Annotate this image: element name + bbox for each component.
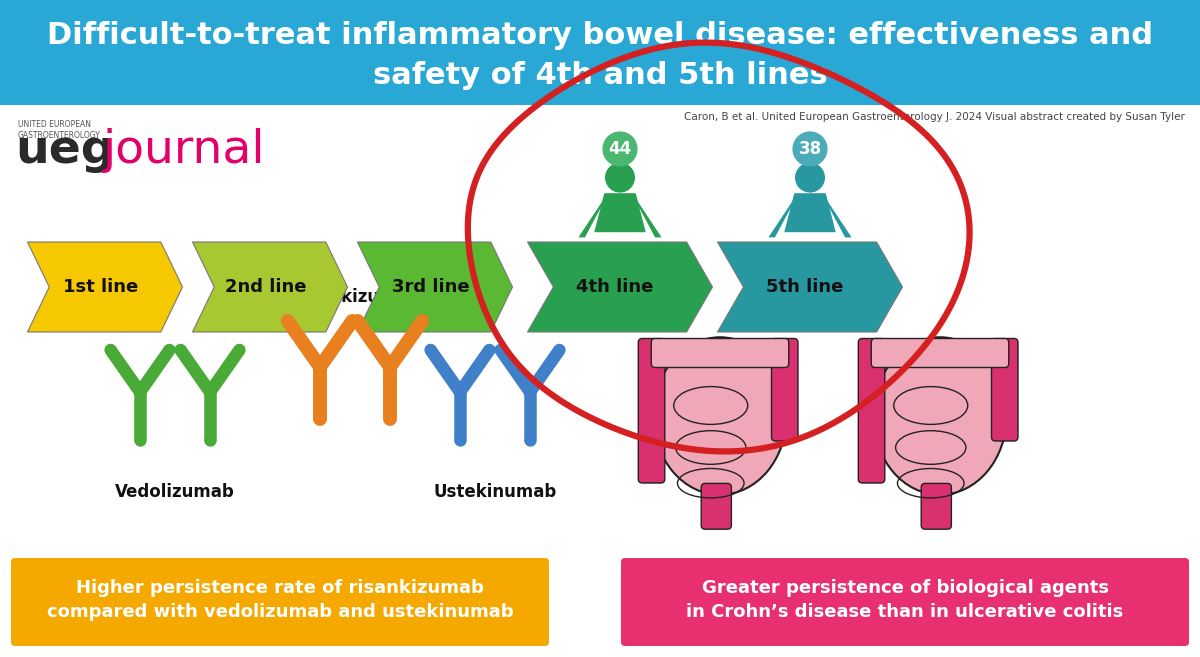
Polygon shape xyxy=(594,193,646,232)
FancyBboxPatch shape xyxy=(622,558,1189,646)
Polygon shape xyxy=(785,193,835,232)
Polygon shape xyxy=(635,198,661,237)
Ellipse shape xyxy=(874,337,1007,495)
FancyBboxPatch shape xyxy=(652,338,788,367)
Text: UNITED EUROPEAN
GASTROENTEROLOGY: UNITED EUROPEAN GASTROENTEROLOGY xyxy=(18,120,101,140)
Polygon shape xyxy=(824,198,852,237)
Ellipse shape xyxy=(653,337,787,495)
Circle shape xyxy=(526,435,535,445)
Circle shape xyxy=(234,345,245,355)
Text: 38: 38 xyxy=(798,140,822,158)
Polygon shape xyxy=(28,242,182,332)
Polygon shape xyxy=(768,198,796,237)
Circle shape xyxy=(347,315,358,327)
Circle shape xyxy=(106,345,115,355)
FancyBboxPatch shape xyxy=(638,338,665,483)
Circle shape xyxy=(455,435,464,445)
Circle shape xyxy=(205,435,215,445)
Text: 44: 44 xyxy=(608,140,631,158)
Text: safety of 4th and 5th lines: safety of 4th and 5th lines xyxy=(373,60,827,89)
Text: Risankizumab: Risankizumab xyxy=(290,288,420,306)
FancyBboxPatch shape xyxy=(871,338,1009,367)
Text: 5th line: 5th line xyxy=(766,278,844,296)
Polygon shape xyxy=(718,242,902,332)
Text: 1st line: 1st line xyxy=(64,278,138,296)
Polygon shape xyxy=(358,242,512,332)
Text: Higher persistence rate of risankizumab
compared with vedolizumab and ustekinuma: Higher persistence rate of risankizumab … xyxy=(47,579,514,621)
Text: 2nd line: 2nd line xyxy=(224,278,306,296)
FancyBboxPatch shape xyxy=(701,484,732,529)
Text: Difficult-to-treat inflammatory bowel disease: effectiveness and: Difficult-to-treat inflammatory bowel di… xyxy=(47,20,1153,49)
Bar xyxy=(0,0,1200,105)
FancyBboxPatch shape xyxy=(858,338,884,483)
Circle shape xyxy=(164,345,174,355)
Text: Vedolizumab: Vedolizumab xyxy=(115,483,235,501)
FancyBboxPatch shape xyxy=(11,558,550,646)
Circle shape xyxy=(796,164,824,192)
Text: Caron, B et al. United European Gastroenterology J. 2024 Visual abstract created: Caron, B et al. United European Gastroen… xyxy=(684,112,1186,122)
FancyBboxPatch shape xyxy=(922,484,952,529)
Circle shape xyxy=(426,345,436,355)
Circle shape xyxy=(793,132,827,166)
Text: 4th line: 4th line xyxy=(576,278,654,296)
Circle shape xyxy=(353,315,364,327)
Circle shape xyxy=(606,164,635,192)
Circle shape xyxy=(604,132,637,166)
Circle shape xyxy=(554,345,564,355)
Polygon shape xyxy=(578,198,606,237)
Circle shape xyxy=(136,435,145,445)
Polygon shape xyxy=(528,242,713,332)
Text: Greater persistence of biological agents
in Crohn’s disease than in ulcerative c: Greater persistence of biological agents… xyxy=(686,579,1123,621)
FancyBboxPatch shape xyxy=(991,338,1018,441)
Circle shape xyxy=(496,345,505,355)
FancyBboxPatch shape xyxy=(772,338,798,441)
Circle shape xyxy=(485,345,494,355)
Text: journal: journal xyxy=(103,128,265,173)
Circle shape xyxy=(314,413,325,424)
Circle shape xyxy=(282,315,293,327)
Circle shape xyxy=(384,413,396,424)
Text: ueg: ueg xyxy=(14,128,115,173)
Text: 3rd line: 3rd line xyxy=(392,278,469,296)
Polygon shape xyxy=(192,242,348,332)
Circle shape xyxy=(175,345,186,355)
Text: Ustekinumab: Ustekinumab xyxy=(433,483,557,501)
Circle shape xyxy=(416,315,427,327)
